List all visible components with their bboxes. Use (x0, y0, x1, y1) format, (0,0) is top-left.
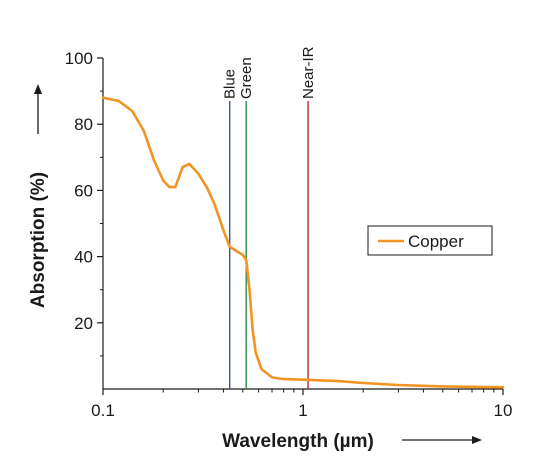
reference-line-label: Blue (222, 69, 239, 99)
reference-line-label: Green (238, 57, 255, 99)
y-axis-title: Absorption (%) (28, 172, 49, 308)
x-tick-label: 10 (494, 401, 513, 420)
legend: Copper (367, 225, 493, 256)
reference-lines: Blue Green Near-IR (222, 46, 317, 389)
y-tick-label: 80 (74, 115, 93, 134)
reference-line-label: Near-IR (300, 46, 317, 99)
x-axis-arrow (402, 436, 482, 444)
y-tick-label: 40 (74, 248, 93, 267)
y-tick-label: 100 (65, 49, 93, 68)
x-axis-title: Wavelength (µm) (222, 431, 374, 452)
axes (102, 58, 503, 390)
x-tick-label: 0.1 (91, 401, 115, 420)
tick-marks: 20 40 60 80 100 0.1 1 10 (65, 49, 513, 420)
series-line-copper (101, 96, 505, 389)
y-axis-arrow (34, 84, 42, 134)
legend-label: Copper (408, 232, 464, 251)
y-tick-label: 60 (74, 181, 93, 200)
series-layer (101, 96, 505, 389)
y-tick-label: 20 (74, 314, 93, 333)
x-tick-label: 1 (298, 401, 307, 420)
